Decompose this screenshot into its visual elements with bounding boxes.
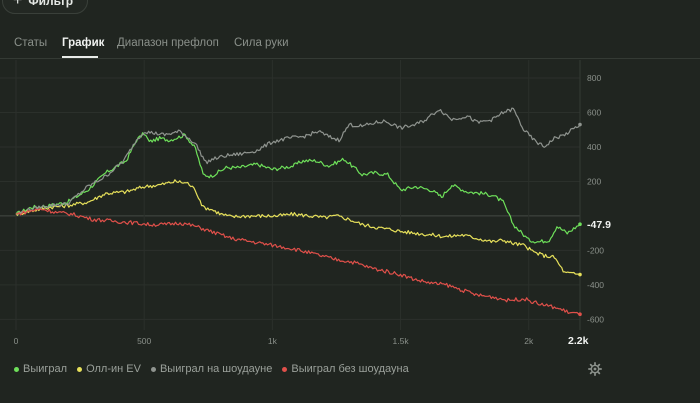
x-tick-label: 500 [137,336,151,346]
filter-button[interactable]: + Фильтр [2,0,89,14]
legend-item-allin-ev[interactable]: Олл-ин EV [77,363,141,375]
series-end-point-showdown [578,122,582,127]
x-tick-label: 1k [268,336,278,346]
x-tick-label: 0 [14,336,19,346]
legend-item-showdown[interactable]: Выиграл на шоудауне [150,363,273,375]
series-line-allin_ev [15,179,581,276]
tab-bar: Статы График Диапазон префлоп Сила руки [0,28,700,59]
y-tick-label: 600 [587,107,601,117]
y-tick-label: 400 [587,142,601,152]
legend-label-non-showdown: Выиграл без шоудауна [291,363,409,375]
tab-preflop-range[interactable]: Диапазон префлоп [117,37,219,49]
profit-chart: 800 600 400 200 -200 -400 -600 0 500 1k 1.5k 2k 2.2k… [0,60,611,347]
x-tick-label: 1.5k [393,336,410,346]
legend-item-won[interactable]: Выиграл [14,363,67,375]
legend-dot-showdown [150,366,156,372]
y-tick-label: -400 [587,280,604,290]
tab-graph[interactable]: График [62,37,105,49]
tab-hand-strength[interactable]: Сила руки [234,37,289,49]
legend-label-showdown: Выиграл на шоудауне [159,363,273,375]
gear-icon[interactable] [588,362,602,376]
y-tick-label: -200 [587,245,604,255]
plus-icon: + [13,0,23,9]
series-end-point-non_showdown [578,312,582,317]
legend-label-won: Выиграл [23,363,68,375]
chart-legend: Выиграл Олл-ин EV Выиграл на шоудауне Вы… [14,363,409,375]
x-end-label: 2.2k [568,335,589,347]
x-tick-label: 2k [524,336,534,346]
tab-stats[interactable]: Статы [14,37,48,49]
end-value-label: -47.9 [587,219,611,231]
legend-dot-won [14,366,19,372]
y-tick-label: 200 [587,176,601,186]
legend-label-allin-ev: Олл-ин EV [86,363,141,375]
active-tab-indicator [62,56,98,58]
y-tick-label: -600 [587,314,604,324]
series-end-point-allin_ev [578,272,582,277]
y-tick-label: 800 [587,73,601,83]
series-end-point-won [578,222,582,227]
series-line-non_showdown [15,208,581,315]
legend-dot-non-showdown [282,366,288,372]
series-line-showdown [16,107,581,215]
filter-label: Фильтр [28,0,74,8]
series-line-won [15,132,581,244]
legend-dot-allin-ev [77,366,83,372]
legend-item-non-showdown[interactable]: Выиграл без шоудауна [282,363,409,375]
